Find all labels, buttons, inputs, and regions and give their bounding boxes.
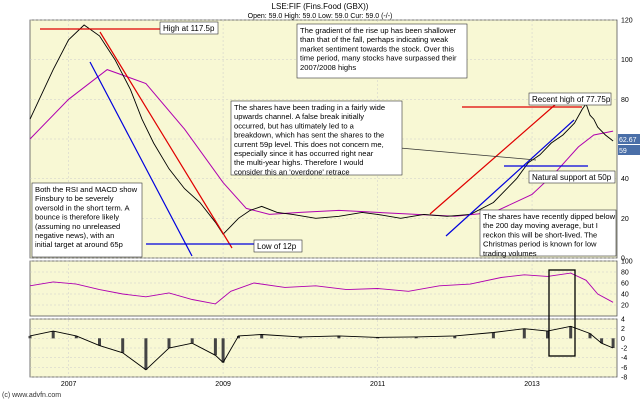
macd-bar (522, 328, 526, 339)
channel-lower-line (445, 119, 575, 237)
y-tick-label: 40 (621, 292, 629, 299)
y-tick-label: 100 (621, 57, 633, 64)
macd-bar (28, 335, 32, 339)
price-value-badge (618, 145, 640, 155)
x-tick-label: 2011 (370, 381, 385, 388)
y-tick-label: 120 (621, 18, 633, 25)
macd-bar (213, 338, 217, 356)
gradient-note: The gradient of the rise up has been sha… (296, 23, 468, 79)
macd-bar (51, 331, 55, 339)
y-tick-label: 20 (621, 216, 629, 223)
price-value-label: 59 (619, 148, 627, 155)
y-tick-label: -6 (621, 365, 627, 372)
gradient-note-text: The gradient of the rise up has been sha… (300, 26, 457, 72)
macd-bar (414, 336, 418, 339)
channel-note-pointer (399, 147, 537, 161)
macd-bar (144, 338, 148, 370)
y-tick-label: 0 (621, 256, 625, 263)
macd-bar (569, 326, 573, 339)
macd-bar (167, 338, 171, 348)
high-label-box (159, 21, 219, 35)
downtrend-red-line (99, 31, 233, 249)
y-tick-label: 80 (621, 97, 629, 104)
ohlc-readout: Open: 59.0 High: 59.0 Low: 59.0 Cur: 59.… (248, 13, 393, 20)
y-tick-label: 0 (621, 336, 625, 343)
x-tick-label: 2009 (215, 381, 231, 388)
dip-note: The shares have recently dipped below the… (479, 209, 617, 258)
gridlines (30, 19, 617, 378)
rsi-panel (29, 260, 618, 317)
copyright: (c) www.advfn.com (2, 392, 61, 399)
macd-bar (600, 338, 604, 344)
y-tick-label: -8 (621, 375, 627, 382)
low-label-box (253, 239, 303, 253)
recent-high-label-box (528, 92, 612, 106)
downtrend-blue-line (89, 61, 193, 257)
macd-bar (98, 338, 101, 346)
x-tick-label: 2007 (61, 381, 77, 388)
macd-bar (491, 332, 495, 339)
macd-bar (121, 338, 125, 353)
low-label: Low of 12p (257, 242, 297, 251)
y-tick-label: 2 (621, 326, 625, 333)
oversold-highlight-box (548, 269, 576, 357)
macd-bar (453, 335, 457, 339)
macd-bar (337, 335, 341, 339)
dip-note-text: The shares have recently dipped below the… (483, 212, 616, 258)
price-line (29, 24, 614, 235)
y-tick-label: 100 (621, 259, 633, 266)
rsi-line (29, 272, 614, 305)
macd-histogram (28, 326, 615, 370)
y-tick-label: 80 (621, 270, 629, 277)
y-tick-label: 4 (621, 317, 625, 324)
channel-note: The shares have been trading in a fairly… (230, 100, 403, 176)
rsi-macd-note: Both the RSI and MACD show Finsbury to be… (31, 182, 143, 258)
rsi-macd-note-text: Both the RSI and MACD show Finsbury to be… (35, 185, 138, 249)
support-label-box (528, 170, 616, 184)
y-tick-label: 20 (621, 303, 629, 310)
x-tick-label: 2013 (524, 381, 540, 388)
ma-value-badge (618, 134, 640, 144)
chart-title: LSE:FIF (Fins.Food (GBX)) (272, 2, 369, 11)
macd-bar (298, 336, 302, 339)
macd-bar (588, 333, 592, 339)
y-tick-label: 40 (621, 176, 629, 183)
channel-note-text: The shares have been trading in a fairly… (234, 103, 385, 176)
macd-line (29, 325, 614, 371)
y-tick-label: 60 (621, 281, 629, 288)
macd-bar (74, 335, 78, 339)
channel-upper-line (429, 103, 557, 215)
y-tick-label: -4 (621, 355, 627, 362)
ma-value-label: 62.67 (619, 137, 637, 144)
macd-bar (260, 334, 264, 339)
support-label: Natural support at 50p (532, 173, 612, 182)
recent-high-label: Recent high of 77.75p (532, 95, 611, 104)
macd-bar (546, 331, 549, 339)
high-label: High at 117.5p (163, 24, 215, 33)
y-tick-labels: 02040608010012020406080100420-2-4-6-8 (621, 18, 633, 382)
macd-bar (190, 338, 194, 344)
x-tick-labels: 2007 2009 2011 2013 (61, 381, 540, 388)
y-tick-label: -2 (621, 346, 627, 353)
macd-bar (221, 338, 225, 363)
macd-bar (376, 337, 380, 339)
macd-bar (237, 335, 240, 339)
macd-bar (611, 338, 615, 348)
